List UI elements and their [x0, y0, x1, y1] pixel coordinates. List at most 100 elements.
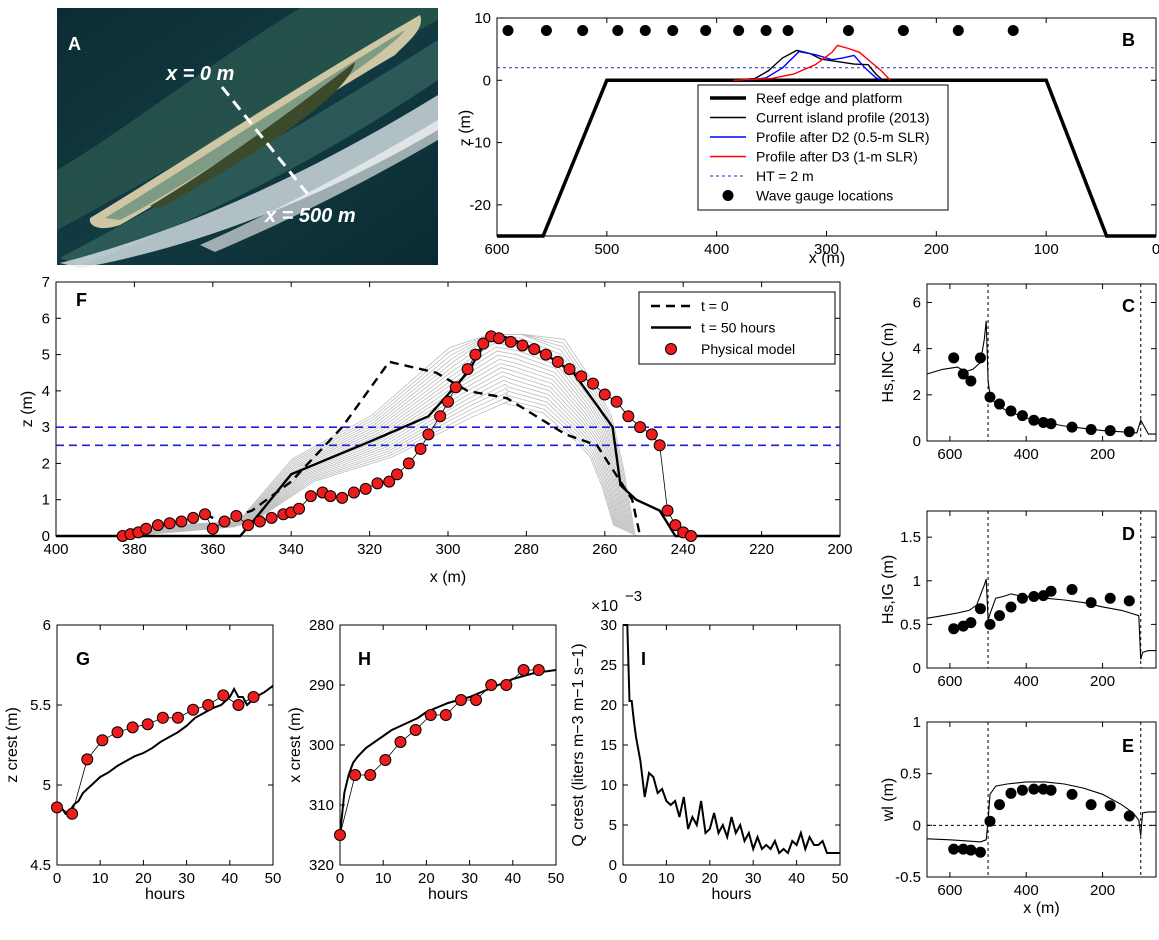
y-axis-label: z crest (m): [4, 707, 21, 783]
observed-point: [1016, 784, 1028, 796]
panel-a-satellite-image: A x = 0 m x = 500 m: [57, 8, 438, 268]
x-tick-label: 200: [1090, 446, 1115, 463]
x-tick-label: 10: [658, 870, 675, 887]
observed-point: [171, 711, 184, 724]
observed-point: [1016, 410, 1028, 422]
x-tick-label: 50: [548, 870, 565, 887]
observed-point: [948, 843, 960, 855]
y-tick-label: 15: [600, 737, 617, 754]
legend-entry: Physical model: [701, 341, 795, 357]
physical-model-point: [661, 504, 674, 517]
x-tick-label: 20: [701, 870, 718, 887]
x-tick-label: 0: [1152, 241, 1159, 258]
physical-model-point: [230, 510, 243, 523]
x-tick-label: 50: [832, 870, 849, 887]
exponent-label: ×10: [591, 598, 618, 615]
x-tick-label: 30: [745, 870, 762, 887]
y-axis-label: Hs,IG (m): [880, 555, 897, 624]
intermediate-profile: [145, 354, 626, 532]
observed-point: [1104, 425, 1116, 437]
physical-model-point: [175, 515, 188, 528]
wave-gauge-point: [733, 24, 745, 36]
intermediate-profile: [149, 371, 622, 530]
observed-point: [1066, 421, 1078, 433]
x-axis-label: x (m): [1023, 900, 1059, 917]
observed-point: [994, 610, 1006, 622]
y-axis-label: x crest (m): [287, 707, 304, 783]
x-tick-label: 10: [92, 870, 109, 887]
intermediate-profile: [153, 387, 618, 528]
observed-point: [1028, 414, 1040, 426]
y-tick-label: 0: [42, 528, 50, 545]
x-tick-label: 0: [619, 870, 627, 887]
y-tick-label: 290: [309, 677, 334, 694]
y-axis-label: z (m): [19, 391, 36, 427]
y-tick-label: 5: [43, 777, 51, 794]
physical-model-point: [206, 522, 219, 535]
y-tick-label: 6: [42, 310, 50, 327]
observed-point: [1066, 584, 1078, 595]
physical-model-point: [198, 508, 211, 521]
observed-point: [1005, 601, 1017, 613]
x-tick-label: 100: [1034, 241, 1059, 258]
y-tick-label: 4.5: [30, 857, 51, 874]
y-tick-label: -10: [469, 135, 491, 152]
x-tick-label: 380: [122, 541, 147, 558]
y-tick-label: 25: [600, 657, 617, 674]
chart-c: 600 400 200 0 2 4 6 C Hs,INC (m): [880, 283, 1157, 463]
legend-entry: Current island profile (2013): [756, 110, 930, 126]
exponent-power: −3: [625, 588, 642, 605]
wave-gauge-point: [760, 24, 772, 36]
model-line: [339, 669, 557, 836]
observed-point: [364, 769, 377, 781]
physical-model-point: [685, 530, 698, 542]
wave-gauge-point: [1007, 24, 1019, 36]
intermediate-profile: [146, 358, 625, 531]
observed-point: [334, 829, 346, 841]
observed-point: [957, 368, 969, 380]
observed-point: [500, 679, 513, 691]
x-tick-label: 280: [514, 541, 539, 558]
physical-model-point: [575, 370, 588, 383]
panel-label: C: [1122, 296, 1135, 316]
physical-model-point: [391, 468, 404, 481]
observed-point: [984, 815, 996, 827]
x-tick-label: 200: [1090, 673, 1115, 690]
x-tick-label: 40: [788, 870, 805, 887]
chart-f: 400 380 360 340 320 300 280 260 240 220 200 0 1 2 3 4 5 6…: [19, 274, 853, 586]
wave-gauge-point: [577, 24, 589, 36]
y-tick-label: 2: [913, 387, 921, 404]
physical-model-point: [414, 442, 427, 455]
physical-model-point: [163, 517, 176, 530]
x-tick-label: 600: [937, 446, 962, 463]
observed-point: [1085, 423, 1097, 435]
intermediate-profile: [143, 350, 627, 532]
y-tick-label: 30: [600, 617, 617, 634]
physical-model-point: [434, 410, 447, 423]
observed-point: [470, 694, 483, 706]
wave-gauge-point: [502, 24, 514, 36]
observed-point: [247, 691, 260, 703]
wave-gauge-point: [842, 24, 854, 36]
x-tick-label: 400: [1014, 882, 1039, 899]
x-tick-label: 10: [375, 870, 392, 887]
physical-model-point: [293, 502, 306, 515]
y-tick-label: 20: [600, 697, 617, 714]
physical-model-point: [324, 490, 337, 503]
y-tick-label: 5.5: [30, 697, 51, 714]
x-tick-label: 400: [43, 541, 68, 558]
observed-point: [217, 689, 230, 702]
panel-label: F: [76, 290, 87, 310]
y-tick-label: 0: [609, 857, 617, 874]
y-axis-label: wl (m): [880, 778, 897, 823]
current-profile-line: [735, 49, 888, 81]
legend-entry: Wave gauge locations: [756, 188, 893, 204]
physical-model-point: [449, 381, 462, 394]
y-tick-label: 0: [913, 817, 921, 834]
reef-platform-line: [497, 78, 1156, 238]
y-tick-label: 0.5: [900, 766, 921, 783]
observed-point: [1045, 585, 1057, 597]
y-tick-label: 3: [42, 419, 50, 436]
